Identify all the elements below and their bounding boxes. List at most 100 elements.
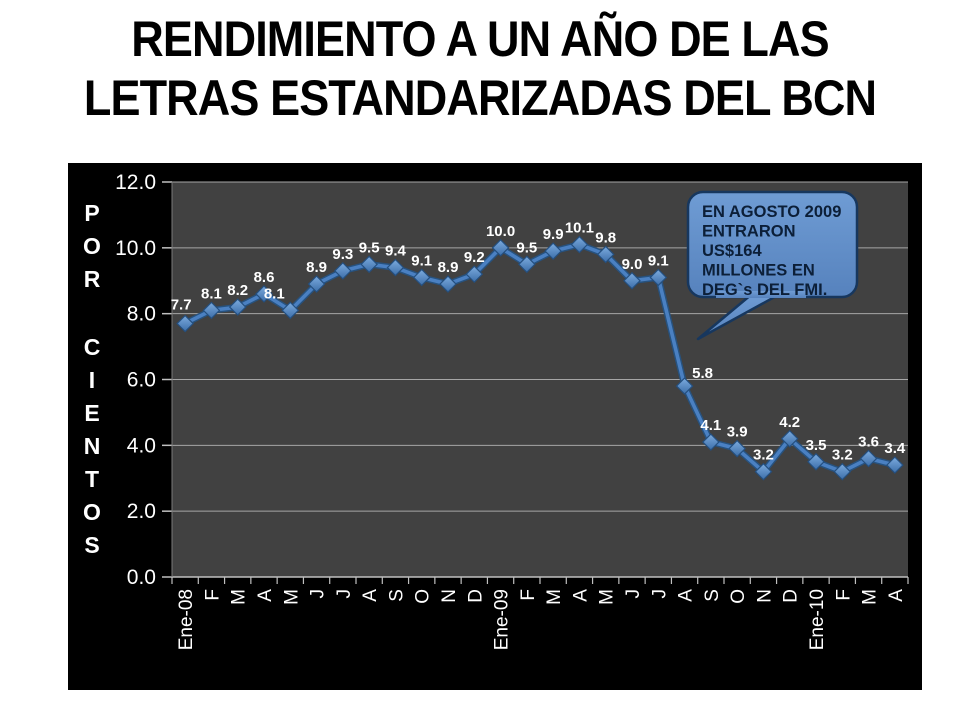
annotation-text-line: EN AGOSTO 2009 xyxy=(702,203,841,221)
y-axis-title-letter: C xyxy=(84,334,101,360)
data-point-marker xyxy=(596,245,615,264)
x-axis-label: A xyxy=(360,589,381,602)
data-point-marker xyxy=(544,242,562,260)
annotation-tail xyxy=(696,292,782,341)
data-point-label: 9.1 xyxy=(648,252,669,269)
annotation-seam-patch xyxy=(716,291,806,298)
data-point-label: 3.4 xyxy=(884,440,906,457)
data-point-marker xyxy=(439,275,457,293)
y-axis-title-letter: I xyxy=(89,367,95,393)
x-axis-label: A xyxy=(676,589,697,602)
data-point-marker xyxy=(518,255,536,274)
x-axis-label: F xyxy=(202,589,223,601)
x-axis-label: O xyxy=(413,589,434,604)
data-point-label: 9.8 xyxy=(595,229,616,246)
data-point-label: 8.9 xyxy=(438,259,459,276)
y-axis-title-letter: O xyxy=(83,499,101,525)
y-axis-title-letter: S xyxy=(84,532,99,558)
x-axis-label: F xyxy=(833,589,854,601)
page-title-line2: LETRAS ESTANDARIZADAS DEL BCN xyxy=(83,70,877,126)
data-point-marker xyxy=(859,449,878,468)
annotation-text-line: MILLONES EN xyxy=(702,262,815,280)
data-point-label: 3.2 xyxy=(832,447,853,464)
data-point-marker xyxy=(255,285,273,303)
x-axis-label: Ene-09 xyxy=(492,589,513,650)
data-point-marker xyxy=(570,235,589,254)
data-point-label: 3.9 xyxy=(727,424,748,441)
data-point-label: 9.5 xyxy=(516,239,537,256)
y-axis-title-letter: P xyxy=(84,200,99,226)
data-point-label: 9.9 xyxy=(543,226,564,243)
data-point-marker xyxy=(623,271,641,290)
data-point-label: 8.1 xyxy=(264,285,285,302)
data-point-label: 8.2 xyxy=(227,282,248,299)
series-line xyxy=(183,242,897,474)
data-point-marker xyxy=(491,238,510,257)
data-point-marker xyxy=(649,268,668,287)
x-axis-label: D xyxy=(465,589,486,603)
data-point-label: 4.2 xyxy=(779,414,800,431)
data-point-marker xyxy=(228,298,247,316)
data-point-marker xyxy=(728,439,746,458)
data-point-marker xyxy=(412,268,431,287)
data-point-label: 5.8 xyxy=(692,365,713,382)
data-point-marker xyxy=(807,452,825,471)
y-axis-tick-label: 12.0 xyxy=(115,171,156,194)
x-axis-label: A xyxy=(255,589,276,602)
data-point-marker xyxy=(386,258,405,277)
data-point-marker xyxy=(334,262,352,280)
y-axis-tick-label: 0.0 xyxy=(127,566,156,589)
y-axis-title-letter: O xyxy=(83,233,101,259)
annotation-text-line: DEG`s DEL FMI. xyxy=(702,281,827,299)
data-point-marker xyxy=(675,377,694,395)
data-point-marker xyxy=(307,275,326,293)
annotation-text-line: ENTRARON xyxy=(702,223,796,241)
x-axis-label: M xyxy=(544,589,565,605)
x-axis-label: S xyxy=(386,589,407,602)
x-axis-label: N xyxy=(439,589,460,603)
data-point-label: 7.7 xyxy=(171,297,192,314)
x-axis-label: O xyxy=(728,589,749,604)
data-point-label: 10.0 xyxy=(486,223,515,240)
data-point-marker xyxy=(202,301,221,320)
x-axis-label: Ene-08 xyxy=(176,589,197,650)
y-axis-title-letter: N xyxy=(84,433,101,459)
x-axis-label: S xyxy=(702,589,723,602)
data-point-label: 3.2 xyxy=(753,447,774,464)
y-axis-tick-label: 4.0 xyxy=(127,434,156,457)
x-axis-label: M xyxy=(860,589,881,605)
data-point-label: 9.2 xyxy=(464,249,485,266)
data-point-label: 9.3 xyxy=(332,246,353,263)
y-axis-tick-label: 6.0 xyxy=(127,369,156,392)
x-axis-label: F xyxy=(518,589,539,601)
data-point-label: 3.6 xyxy=(858,434,879,451)
yield-line-chart: 12.0 10.0 8.0 6.0 4.0 2.0 0.0 Ene-08 F M A M J J A S O N D… xyxy=(68,163,922,690)
x-axis-label: J xyxy=(649,589,670,599)
x-axis-label: M xyxy=(229,589,250,605)
page-title: RENDIMIENTO A UN AÑO DE LAS LETRAS ESTAN… xyxy=(48,10,912,128)
y-axis-tick-label: 10.0 xyxy=(115,237,156,260)
annotation-text-line: US$164 xyxy=(702,242,762,260)
x-axis-label: M xyxy=(597,589,618,605)
x-axis-label: Ene-10 xyxy=(807,589,828,650)
data-point-label: 8.1 xyxy=(201,285,222,302)
y-axis-tick-label: 8.0 xyxy=(127,303,156,326)
data-point-marker xyxy=(754,462,773,481)
data-point-marker xyxy=(465,265,484,284)
data-point-label: 4.1 xyxy=(700,417,721,434)
data-point-label: 8.9 xyxy=(306,259,327,276)
data-point-label: 9.5 xyxy=(359,239,380,256)
y-axis-title-letter: T xyxy=(85,466,99,492)
y-axis-title-letter: R xyxy=(84,266,101,292)
data-point-label: 9.0 xyxy=(622,256,643,273)
x-axis-label: J xyxy=(334,589,355,599)
x-axis-label: A xyxy=(570,589,591,602)
data-point-marker xyxy=(780,429,799,448)
data-point-marker xyxy=(360,255,378,274)
x-axis-label: A xyxy=(886,589,907,602)
data-point-marker xyxy=(833,462,852,481)
data-point-marker xyxy=(281,301,300,320)
